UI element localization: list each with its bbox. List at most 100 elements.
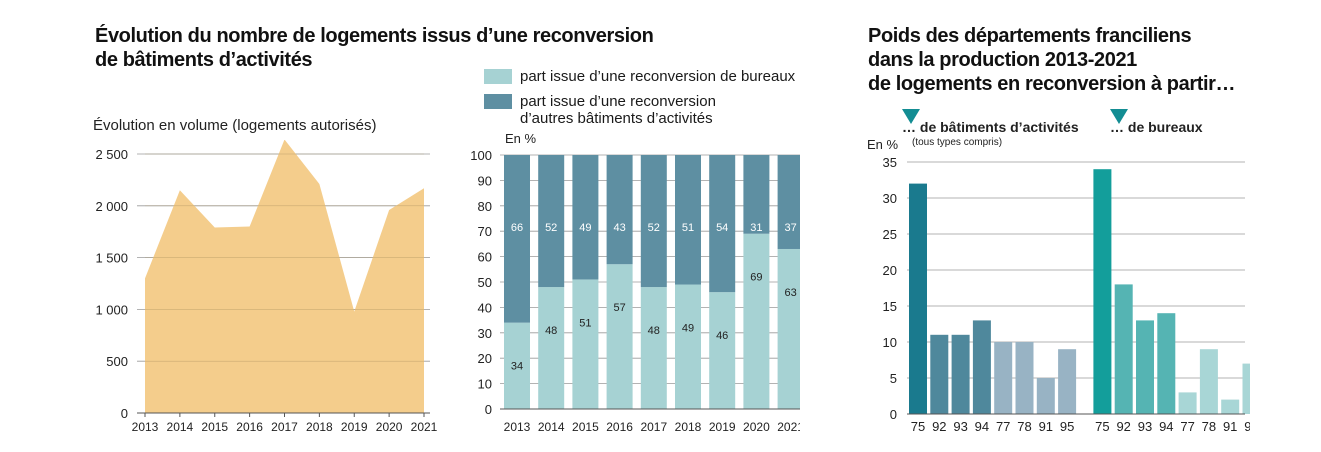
bar-autres — [572, 155, 599, 280]
x-tick-label: 75 — [911, 419, 925, 434]
x-tick-label: 2017 — [640, 420, 667, 434]
bar-bureaux — [572, 279, 599, 409]
x-tick-label: 2020 — [743, 420, 770, 434]
group2-marker-icon — [1110, 109, 1128, 124]
y-tick-label: 2 000 — [95, 199, 128, 214]
data-label-bureaux: 57 — [613, 302, 625, 314]
x-tick-label: 93 — [953, 419, 967, 434]
bar-dept-78 — [1199, 349, 1218, 414]
bar-dept-78 — [1015, 342, 1034, 414]
x-tick-label: 91 — [1039, 419, 1053, 434]
x-tick-label: 2017 — [271, 420, 298, 434]
right-title: Poids des départements franciliens dans … — [868, 24, 1236, 96]
y-tick-label: 0 — [890, 407, 897, 422]
data-label-autres: 54 — [716, 222, 728, 234]
data-label-autres: 49 — [579, 222, 591, 234]
y-tick-label: 70 — [478, 224, 492, 239]
y-tick-label: 90 — [478, 173, 492, 188]
bar-dept-75 — [909, 183, 927, 414]
group1-label: … de bâtiments d’activités — [902, 119, 1079, 135]
data-label-autres: 52 — [545, 222, 557, 234]
y-tick-label: 5 — [890, 371, 897, 386]
y-tick-label: 100 — [470, 148, 492, 163]
x-tick-label: 2015 — [572, 420, 599, 434]
y-tick-label: 15 — [883, 299, 897, 314]
x-tick-label: 2013 — [132, 420, 159, 434]
bar-bureaux — [709, 292, 736, 409]
stacked-bar-chart: 0 10 20 30 40 50 60 70 80 90 100 34 66 2013 48 52 2014 51… — [470, 148, 800, 434]
y-tick-label: 2 500 — [95, 147, 128, 162]
y-tick-label: 30 — [478, 326, 492, 341]
y-tick-label: 500 — [106, 354, 128, 369]
x-tick-label: 94 — [975, 419, 989, 434]
bar-autres — [675, 155, 701, 285]
x-tick-label: 2020 — [376, 420, 403, 434]
data-label-bureaux: 69 — [750, 272, 762, 284]
right-title-line3: de logements en reconversion à partir… — [868, 73, 1236, 95]
right-title-line1: Poids des départements franciliens — [868, 25, 1192, 47]
x-tick-label: 95 — [1244, 419, 1250, 434]
bar-dept-95 — [1242, 363, 1250, 414]
bar-bureaux — [504, 322, 530, 409]
bar-bureaux — [640, 287, 667, 409]
area-series — [145, 140, 424, 413]
data-label-autres: 37 — [784, 222, 796, 234]
y-tick-label: 10 — [478, 377, 492, 392]
bar-dept-93 — [951, 334, 970, 414]
legend-swatch-autres — [484, 94, 512, 109]
department-bar-chart: 0 5 10 15 20 25 30 35 75 92 93 94 77 78 91 95 75 92 93 94 77… — [883, 155, 1250, 434]
legend-item-autres: part issue d’une reconversion d’autres b… — [484, 93, 716, 127]
middle-unit: En % — [505, 131, 537, 146]
data-label-bureaux: 51 — [579, 317, 591, 329]
data-label-autres: 52 — [648, 222, 660, 234]
legend-label-autres-line1: part issue d’une reconversion — [520, 93, 716, 110]
x-tick-label: 75 — [1095, 419, 1109, 434]
y-tick-label: 1 000 — [95, 302, 128, 317]
x-tick-label: 77 — [1180, 419, 1194, 434]
left-title-line1: Évolution du nombre de logements issus d… — [95, 25, 654, 47]
bar-autres — [538, 155, 565, 288]
x-tick-label: 92 — [1116, 419, 1130, 434]
area-plot-group: 0 500 1 000 1 500 2 000 2 500 2013 2014 2015 2016… — [95, 140, 438, 434]
bar-dept-91 — [1036, 378, 1055, 414]
x-tick-label: 93 — [1138, 419, 1152, 434]
x-tick-label: 78 — [1017, 419, 1031, 434]
bar-dept-91 — [1221, 399, 1240, 414]
y-tick-label: 50 — [478, 275, 492, 290]
right-unit: En % — [867, 137, 899, 152]
data-label-bureaux: 34 — [511, 361, 523, 373]
left-title: Évolution du nombre de logements issus d… — [95, 24, 654, 72]
left-subtitle: Évolution en volume (logements autorisés… — [93, 117, 377, 134]
bar-dept-93 — [1136, 320, 1154, 414]
bar-dept-77 — [994, 342, 1013, 414]
x-tick-label: 92 — [932, 419, 946, 434]
data-label-bureaux: 48 — [545, 325, 557, 337]
y-tick-label: 0 — [121, 406, 128, 421]
x-tick-label: 94 — [1159, 419, 1173, 434]
bar-autres — [777, 155, 800, 249]
x-tick-label: 2019 — [709, 420, 736, 434]
x-tick-label: 2018 — [306, 420, 333, 434]
y-tick-label: 60 — [478, 250, 492, 265]
data-label-bureaux: 49 — [682, 323, 694, 335]
y-tick-label: 0 — [485, 402, 492, 417]
y-tick-label: 10 — [883, 335, 897, 350]
legend-label-bureaux: part issue d’une reconversion de bureaux — [520, 68, 796, 85]
data-label-autres: 31 — [750, 222, 762, 234]
x-tick-label: 2014 — [167, 420, 194, 434]
x-tick-label: 2014 — [538, 420, 565, 434]
legend-item-bureaux: part issue d’une reconversion de bureaux — [484, 68, 795, 85]
group2-label: … de bureaux — [1110, 119, 1203, 135]
bar-dept-95 — [1058, 349, 1077, 414]
data-label-bureaux: 48 — [648, 325, 660, 337]
data-label-bureaux: 63 — [784, 287, 796, 299]
bar-dept-94 — [972, 320, 991, 414]
bar-dept-92 — [930, 334, 949, 414]
x-tick-label: 91 — [1223, 419, 1237, 434]
bar-autres — [743, 155, 770, 234]
y-tick-label: 35 — [883, 155, 897, 170]
x-tick-label: 2013 — [504, 420, 531, 434]
bar-bureaux — [777, 248, 800, 409]
y-tick-label: 30 — [883, 191, 897, 206]
x-tick-label: 95 — [1060, 419, 1074, 434]
